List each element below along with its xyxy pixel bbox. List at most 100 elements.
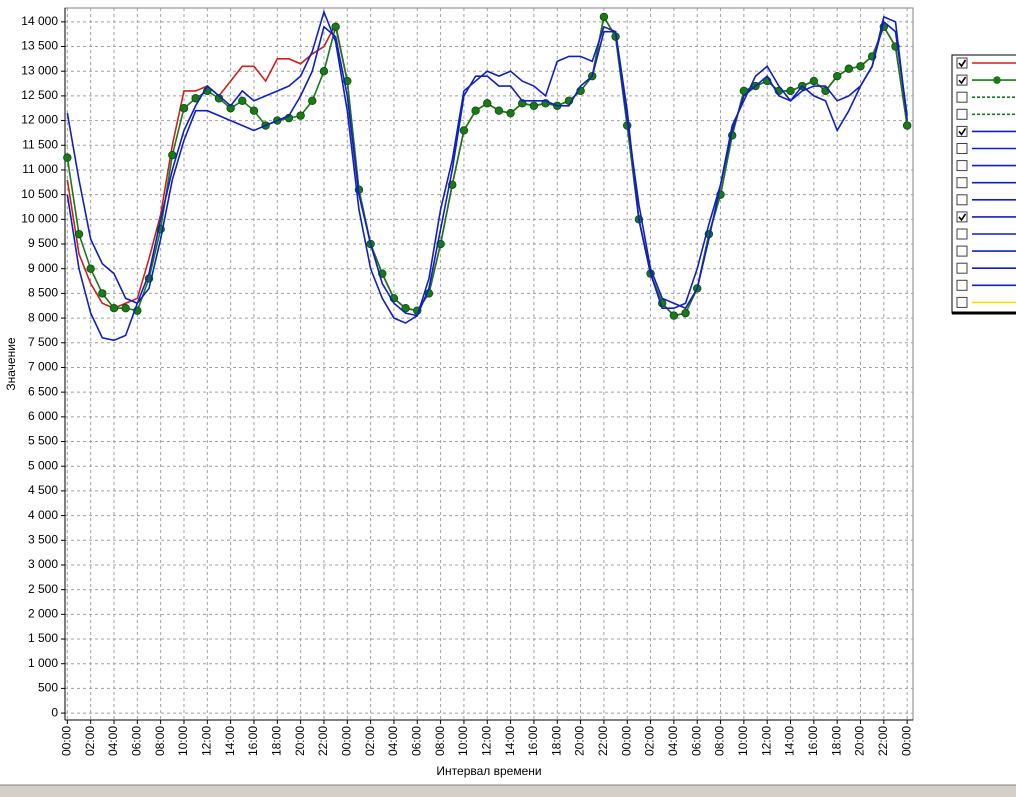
series-point [121,304,130,313]
series-point [168,150,177,160]
legend-checkbox [956,296,968,308]
series-point [308,96,317,106]
y-tick-label: 500 [38,681,58,695]
status-bar [0,785,1016,797]
x-tick-label: 12:00 [479,726,493,756]
series-point [296,111,305,120]
y-tick-label: 5 500 [28,434,58,448]
x-tick-label: 14:00 [503,726,517,756]
x-tick-label: 22:00 [316,726,330,756]
series-point [471,106,480,115]
y-tick-label: 11 500 [22,137,58,151]
y-tick-label: 1 500 [28,631,58,645]
x-tick-label: 00:00 [60,726,74,756]
y-tick-label: 6 000 [28,409,58,423]
x-axis-label: Интервал времени [436,764,541,778]
x-tick-label: 22:00 [596,726,610,756]
y-tick-label: 3 000 [28,557,58,571]
x-tick-label: 18:00 [269,726,283,756]
legend-checkbox [956,57,968,69]
y-tick-label: 0 [51,705,58,719]
series-point [681,308,690,318]
legend-checkbox [956,245,968,257]
plot-area [64,7,914,721]
x-tick-label: 18:00 [549,726,563,756]
series-point [832,71,842,81]
series-point [179,104,189,113]
x-tick-label: 20:00 [293,726,307,756]
x-tick-label: 16:00 [526,726,540,756]
x-tick-label: 00:00 [899,726,913,756]
legend-checkmark [958,213,967,222]
y-tick-label: 7 500 [28,335,58,349]
y-axis-label: Значение [4,337,18,391]
x-tick-label: 04:00 [386,726,400,756]
y-tick-label: 12 500 [21,88,58,102]
x-tick-label: 08:00 [433,726,447,756]
legend-checkbox [956,194,968,206]
y-tick-label: 4 000 [28,508,58,522]
series-point [599,12,609,22]
x-tick-label: 16:00 [246,726,260,756]
x-tick-label: 02:00 [643,726,657,756]
legend-checkbox [956,108,968,120]
x-tick-label: 10:00 [456,726,470,756]
series-point [856,62,865,71]
x-tick-label: 08:00 [153,726,167,756]
legend-checkbox [956,262,968,274]
series-point [506,108,515,118]
legend-checkbox [956,279,968,291]
legend-checkbox [956,143,968,154]
legend-checkmark [958,59,967,68]
y-tick-label: 10 000 [21,212,58,226]
legend-checkbox [956,177,968,189]
y-tick-label: 8 000 [28,310,58,324]
x-tick-label: 12:00 [199,726,213,756]
series-line [66,9,908,342]
y-tick-label: 12 000 [21,113,58,127]
y-tick-label: 5 000 [28,458,58,472]
y-tick-label: 6 500 [28,384,58,398]
y-tick-label: 10 500 [21,187,58,201]
y-tick-label: 9 000 [28,261,58,275]
x-tick-label: 06:00 [409,726,423,756]
series-point [902,121,912,130]
legend-checkmark [958,76,967,85]
x-tick-label: 02:00 [83,726,97,756]
series-point [74,229,84,239]
y-tick-label: 2 000 [28,607,58,621]
y-tick-label: 7 000 [28,360,58,374]
series-point [401,304,410,313]
series-point [63,153,72,162]
x-tick-label: 10:00 [736,726,750,756]
y-tick-label: 3 500 [28,532,58,546]
series-point [238,96,247,106]
y-tick-label: 13 000 [21,63,58,77]
x-tick-label: 08:00 [713,726,727,756]
series-point [529,101,539,110]
legend-checkbox [956,74,968,86]
legend-checkmark [958,127,967,136]
legend-checkbox [956,160,968,172]
y-tick-label: 14 000 [21,14,58,28]
series-point [86,264,95,273]
x-tick-label: 10:00 [176,726,190,756]
series-point [319,67,329,76]
series-point [109,304,119,313]
y-tick-label: 13 500 [21,39,58,53]
legend-marker [993,76,1001,84]
x-tick-label: 02:00 [363,726,377,756]
x-tick-label: 00:00 [619,726,633,756]
y-tick-label: 4 500 [28,483,58,497]
legend-checkbox [956,125,968,137]
legend-checkbox [956,211,968,223]
series-point [786,86,795,96]
series-point [844,64,854,73]
series-point [459,126,469,135]
series-point [483,99,492,108]
series-point [226,104,235,113]
y-tick-label: 1 000 [28,656,58,670]
x-tick-label: 12:00 [759,726,773,756]
x-tick-label: 18:00 [829,726,843,756]
